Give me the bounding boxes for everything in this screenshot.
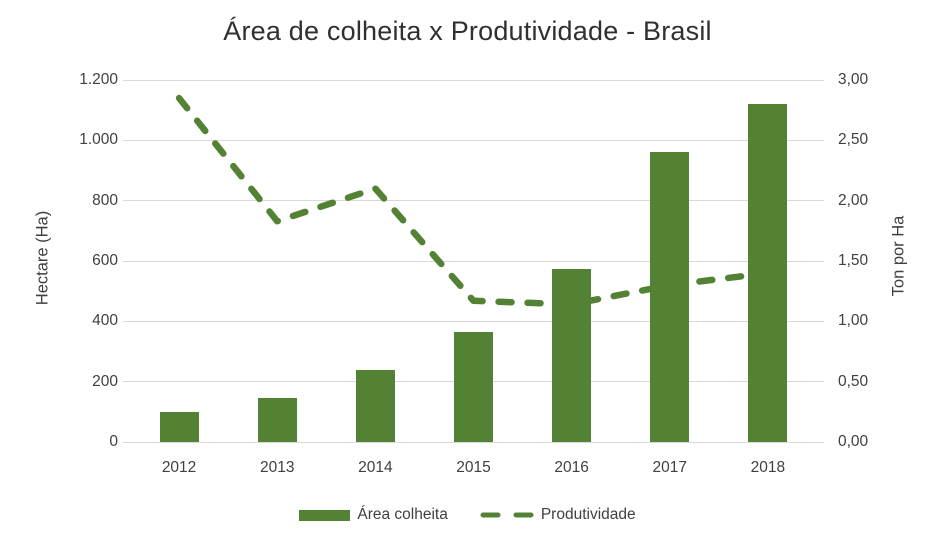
y-right-tickmark [817, 441, 824, 443]
y-left-tickmark [123, 260, 130, 262]
plot-area [130, 79, 817, 443]
y-left-tickmark [123, 200, 130, 202]
y-left-tickmark [123, 441, 130, 443]
y-left-tickmark [123, 139, 130, 141]
y-right-tick-label: 2,50 [838, 131, 869, 149]
legend-item-area-colheita: Área colheita [299, 506, 448, 524]
gridline [130, 139, 817, 141]
legend: Área colheita Produtividade [0, 501, 935, 529]
y-right-tickmark [817, 139, 824, 141]
y-left-tickmark [123, 320, 130, 322]
bar-2012 [159, 411, 199, 442]
y-left-tick-label: 400 [92, 312, 118, 330]
legend-label-prod: Produtividade [540, 506, 636, 523]
gridline [130, 260, 817, 262]
y-right-tick-label: 3,00 [838, 71, 869, 88]
legend-item-produtividade: Produtividade [480, 506, 636, 524]
x-axis-label: 2013 [259, 459, 295, 476]
productivity-dashed-line [175, 94, 772, 308]
y-right-tickmark [817, 260, 824, 262]
y-right-tick-label: 1,00 [838, 312, 869, 330]
y-left-tick-label: 1.200 [79, 71, 118, 88]
legend-label-area: Área colheita [357, 506, 448, 523]
bar-2017 [650, 152, 690, 442]
bar-2015 [454, 331, 493, 442]
y-left-tickmark [123, 79, 130, 81]
bar-2016 [552, 268, 592, 442]
bar-series-swatch [299, 509, 351, 521]
y-left-tickmark [123, 381, 130, 383]
y-right-tickmark [817, 200, 824, 202]
y-right-tickmark [817, 381, 824, 383]
y-left-tick-label: 800 [92, 191, 118, 209]
x-axis-label: 2018 [750, 459, 786, 476]
x-axis-label: 2016 [554, 459, 589, 476]
y-left-tick-label: 600 [92, 252, 118, 269]
y-right-tick-label: 2,00 [838, 191, 869, 209]
y-left-tick-label: 0 [109, 433, 118, 450]
x-axis-label: 2015 [456, 459, 491, 476]
bar-2013 [257, 398, 297, 442]
y-right-tickmark [817, 79, 824, 81]
gridline [130, 320, 817, 322]
gridline [130, 441, 817, 443]
y-right-tick-label: 0,50 [838, 372, 869, 390]
y-right-tickmark [817, 320, 824, 322]
y-right-tick-label: 0,00 [838, 433, 869, 450]
gridline [130, 79, 817, 81]
x-axis-label: 2017 [652, 459, 688, 476]
x-axis-label: 2012 [161, 459, 197, 476]
y-left-tick-label: 200 [92, 372, 118, 390]
y-right-tick-label: 1,50 [838, 252, 869, 269]
x-axis-label: 2014 [358, 459, 393, 476]
y-left-tick-label: 1.000 [79, 131, 118, 149]
dashed-line-series-swatch [480, 512, 534, 518]
bar-2014 [355, 369, 395, 442]
gridline [130, 200, 817, 202]
chart-title: Área de colheita x Produtividade - Brasi… [223, 16, 712, 46]
